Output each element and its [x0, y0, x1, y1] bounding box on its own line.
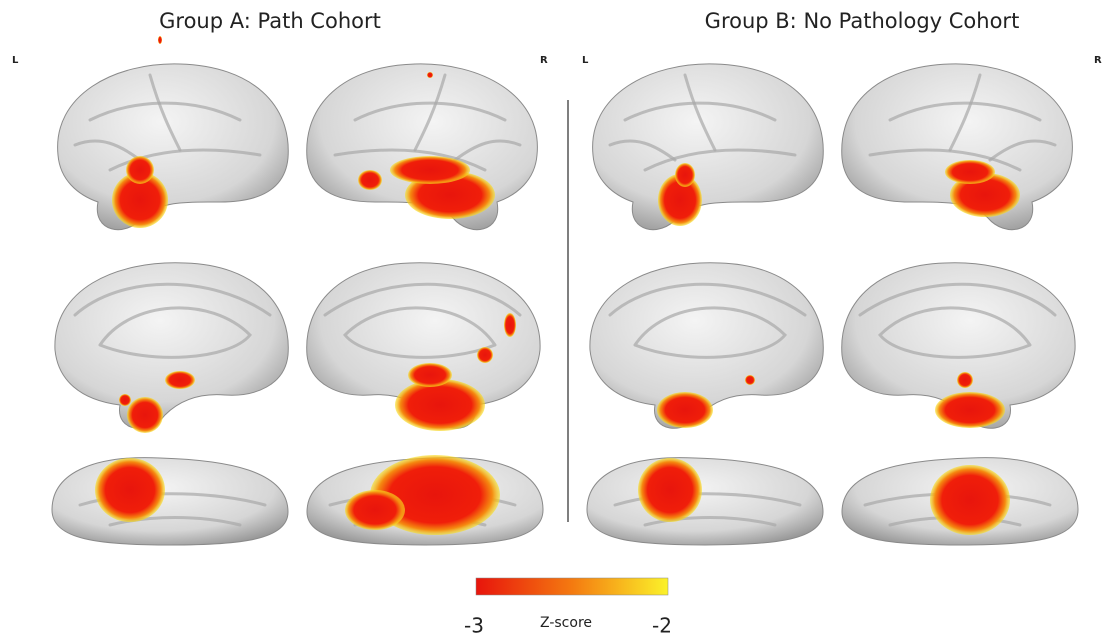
activation-blob: [95, 458, 165, 522]
activation-blob: [119, 394, 131, 406]
sulcus: [333, 148, 487, 172]
brain-view: [54, 262, 289, 433]
sulcus: [858, 282, 1057, 317]
activation-blob: [345, 490, 405, 530]
activation-blob: [658, 174, 702, 226]
sulcus: [948, 73, 982, 152]
brain-view: [306, 63, 538, 231]
brain-view: [51, 457, 289, 546]
activation-blob: [127, 397, 163, 433]
hemisphere-label: R: [1094, 55, 1102, 66]
sulcus: [413, 73, 447, 152]
activation-blob: [112, 172, 168, 228]
sulcus: [643, 516, 777, 527]
sulcus: [683, 73, 717, 152]
brain-surface: [592, 63, 824, 231]
sulcus: [108, 516, 242, 527]
sulcus: [608, 139, 677, 162]
colorbar-max: -2: [652, 614, 672, 638]
brain-view: [306, 262, 541, 431]
activation-blob: [358, 170, 382, 190]
activation-blob: [158, 36, 162, 44]
activation-blob: [638, 458, 702, 522]
activation-blob: [745, 375, 755, 385]
activation-blob: [477, 347, 493, 363]
activation-blob: [165, 371, 195, 389]
brain-view: [586, 457, 824, 546]
brain-view: [57, 36, 289, 231]
activation-blob: [957, 372, 973, 388]
brain-views: [51, 36, 1079, 546]
colorbar: [475, 577, 669, 596]
activation-blob: [935, 392, 1005, 428]
sulcus: [608, 282, 807, 317]
sulcus: [888, 101, 1042, 122]
brain-surface: [841, 262, 1076, 429]
activation-blob: [504, 313, 516, 337]
activation-blob: [126, 156, 154, 184]
brain-view: [841, 457, 1079, 546]
brain-view: [592, 63, 824, 231]
sulcus: [623, 101, 777, 122]
activation-blob: [675, 163, 695, 187]
activation-blob: [945, 160, 995, 184]
brain-surface: [589, 262, 824, 429]
sulcus: [148, 73, 182, 152]
sulcus: [643, 148, 797, 172]
sulcus: [353, 101, 507, 122]
sulcus: [633, 306, 788, 359]
group-a-title: Group A: Path Cohort: [159, 9, 381, 33]
activation-blob: [395, 379, 485, 431]
brain-view: [841, 262, 1076, 429]
activation-blob: [950, 173, 1020, 217]
brain-view: [589, 262, 824, 429]
hemisphere-label: L: [12, 55, 19, 66]
activation-blob: [930, 465, 1010, 535]
sulcus: [108, 148, 262, 172]
activation-blob: [390, 156, 470, 184]
activation-blob: [427, 72, 433, 78]
sulcus: [323, 282, 522, 317]
sulcus: [868, 148, 1022, 172]
sulcus: [98, 306, 253, 359]
hemisphere-label: R: [540, 55, 548, 66]
group-b-title: Group B: No Pathology Cohort: [705, 9, 1020, 33]
sulcus: [88, 101, 242, 122]
brain-surface: [57, 63, 289, 231]
brain-surface: [54, 262, 289, 429]
brain-view: [841, 63, 1073, 231]
hemisphere-label: L: [582, 55, 589, 66]
sulcus: [73, 139, 142, 162]
sulcus: [613, 492, 802, 507]
colorbar-min: -3: [464, 614, 484, 638]
sulcus: [988, 139, 1057, 162]
activation-blob: [657, 392, 713, 428]
sulcus: [453, 139, 522, 162]
sulcus: [73, 282, 272, 317]
brain-view: [306, 455, 544, 546]
sulcus: [342, 306, 497, 359]
colorbar-label: Z-score: [540, 615, 592, 631]
sulcus: [877, 306, 1032, 359]
activation-blob: [408, 363, 452, 387]
